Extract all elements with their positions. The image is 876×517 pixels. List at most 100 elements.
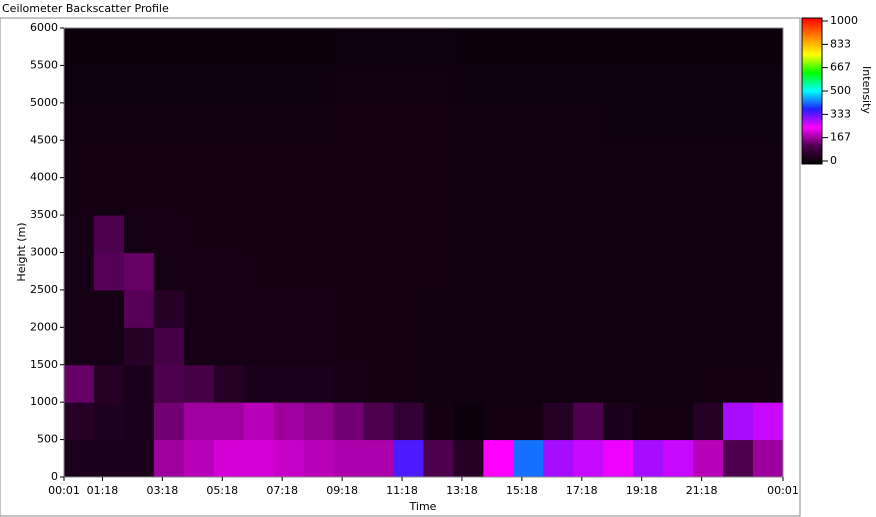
heatmap-cell xyxy=(363,215,395,253)
x-tick-label: 01:18 xyxy=(87,484,119,497)
heatmap-cell xyxy=(603,402,634,441)
heatmap-cell xyxy=(693,402,724,441)
heatmap-cell xyxy=(393,215,424,253)
heatmap-cell xyxy=(93,177,125,216)
heatmap-cell xyxy=(273,402,305,441)
heatmap-cell xyxy=(513,327,544,366)
heatmap-cell xyxy=(363,327,395,366)
heatmap-cell xyxy=(633,439,664,478)
y-tick-label: 0 xyxy=(51,470,58,483)
heatmap-cell xyxy=(633,102,664,141)
heatmap-cell xyxy=(663,215,694,253)
heatmap-cell xyxy=(723,28,754,66)
heatmap-cell xyxy=(543,402,574,441)
heatmap-cell xyxy=(753,439,784,478)
heatmap-cell xyxy=(183,289,215,328)
heatmap-cell xyxy=(723,402,754,441)
heatmap-cell xyxy=(213,439,245,478)
heatmap-cell xyxy=(153,289,185,328)
y-tick-label: 2500 xyxy=(30,283,58,296)
heatmap-cell xyxy=(303,439,335,478)
heatmap-cell xyxy=(453,252,484,291)
heatmap-cell xyxy=(453,140,484,179)
heatmap-cell xyxy=(123,364,155,403)
heatmap-cell xyxy=(723,140,754,179)
heatmap-cell xyxy=(333,252,365,291)
heatmap-cell xyxy=(693,252,724,291)
heatmap-cell xyxy=(333,65,365,104)
heatmap-cell xyxy=(723,289,754,328)
heatmap-cell xyxy=(453,65,484,104)
heatmap-cell xyxy=(483,28,514,66)
heatmap-cell xyxy=(303,28,335,66)
heatmap-cell xyxy=(333,28,365,66)
heatmap-cell xyxy=(93,289,125,328)
heatmap-cell xyxy=(423,327,454,366)
heatmap-cell xyxy=(64,439,95,478)
heatmap-cell xyxy=(153,402,185,441)
heatmap-cell xyxy=(483,215,514,253)
heatmap-cell xyxy=(213,364,245,403)
heatmap-cell xyxy=(393,65,424,104)
heatmap-cell xyxy=(123,439,155,478)
heatmap-cell xyxy=(633,402,664,441)
heatmap-cell xyxy=(753,327,784,366)
heatmap-cell xyxy=(663,28,694,66)
y-tick-label: 3500 xyxy=(30,208,58,221)
x-tick-label: 17:18 xyxy=(566,484,598,497)
heatmap-cell xyxy=(543,102,574,141)
heatmap-cell xyxy=(333,215,365,253)
heatmap-cell xyxy=(213,402,245,441)
x-tick-label: 00:01 xyxy=(48,484,80,497)
y-tick-label: 6000 xyxy=(30,21,58,34)
heatmap-cell xyxy=(693,28,724,66)
colorbar-tick-label: 667 xyxy=(830,61,851,74)
heatmap-cell xyxy=(93,439,125,478)
heatmap-cell xyxy=(393,439,424,478)
heatmap-cell xyxy=(483,289,514,328)
heatmap-cell xyxy=(573,402,604,441)
heatmap-cell xyxy=(393,327,424,366)
heatmap-cell xyxy=(243,215,275,253)
heatmap-cell xyxy=(423,28,454,66)
heatmap-cell xyxy=(693,140,724,179)
heatmap-cell xyxy=(513,439,544,478)
heatmap-cell xyxy=(123,402,155,441)
heatmap-cell xyxy=(183,65,215,104)
heatmap-cell xyxy=(723,177,754,216)
heatmap-cell xyxy=(603,215,634,253)
y-tick-label: 1500 xyxy=(30,358,58,371)
heatmap-cell xyxy=(123,28,155,66)
heatmap-cell xyxy=(93,364,125,403)
heatmap-cell xyxy=(573,102,604,141)
heatmap-cell xyxy=(693,102,724,141)
heatmap-cell xyxy=(543,289,574,328)
heatmap-cell xyxy=(243,65,275,104)
colorbar-label: Intensity xyxy=(860,66,873,114)
heatmap-cell xyxy=(183,28,215,66)
heatmap-cell xyxy=(423,177,454,216)
heatmap-cell xyxy=(273,102,305,141)
heatmap-cell xyxy=(64,140,95,179)
heatmap-cell xyxy=(243,402,275,441)
y-tick-label: 5000 xyxy=(30,96,58,109)
heatmap-cell xyxy=(213,289,245,328)
heatmap-cell xyxy=(183,102,215,141)
heatmap-cell xyxy=(183,327,215,366)
heatmap-cell xyxy=(453,177,484,216)
heatmap-cell xyxy=(663,140,694,179)
x-tick-label: 19:18 xyxy=(626,484,658,497)
heatmap-cell xyxy=(363,364,395,403)
heatmap-cell xyxy=(273,177,305,216)
y-tick-label: 2000 xyxy=(30,320,58,333)
x-axis-label: Time xyxy=(409,500,437,513)
heatmap-cell xyxy=(543,177,574,216)
heatmap-cell xyxy=(603,102,634,141)
heatmap-cell xyxy=(64,327,95,366)
heatmap-cell xyxy=(363,177,395,216)
heatmap-cell xyxy=(93,140,125,179)
heatmap-cell xyxy=(64,215,95,253)
heatmap-cell xyxy=(333,102,365,141)
x-tick-label: 03:18 xyxy=(147,484,179,497)
